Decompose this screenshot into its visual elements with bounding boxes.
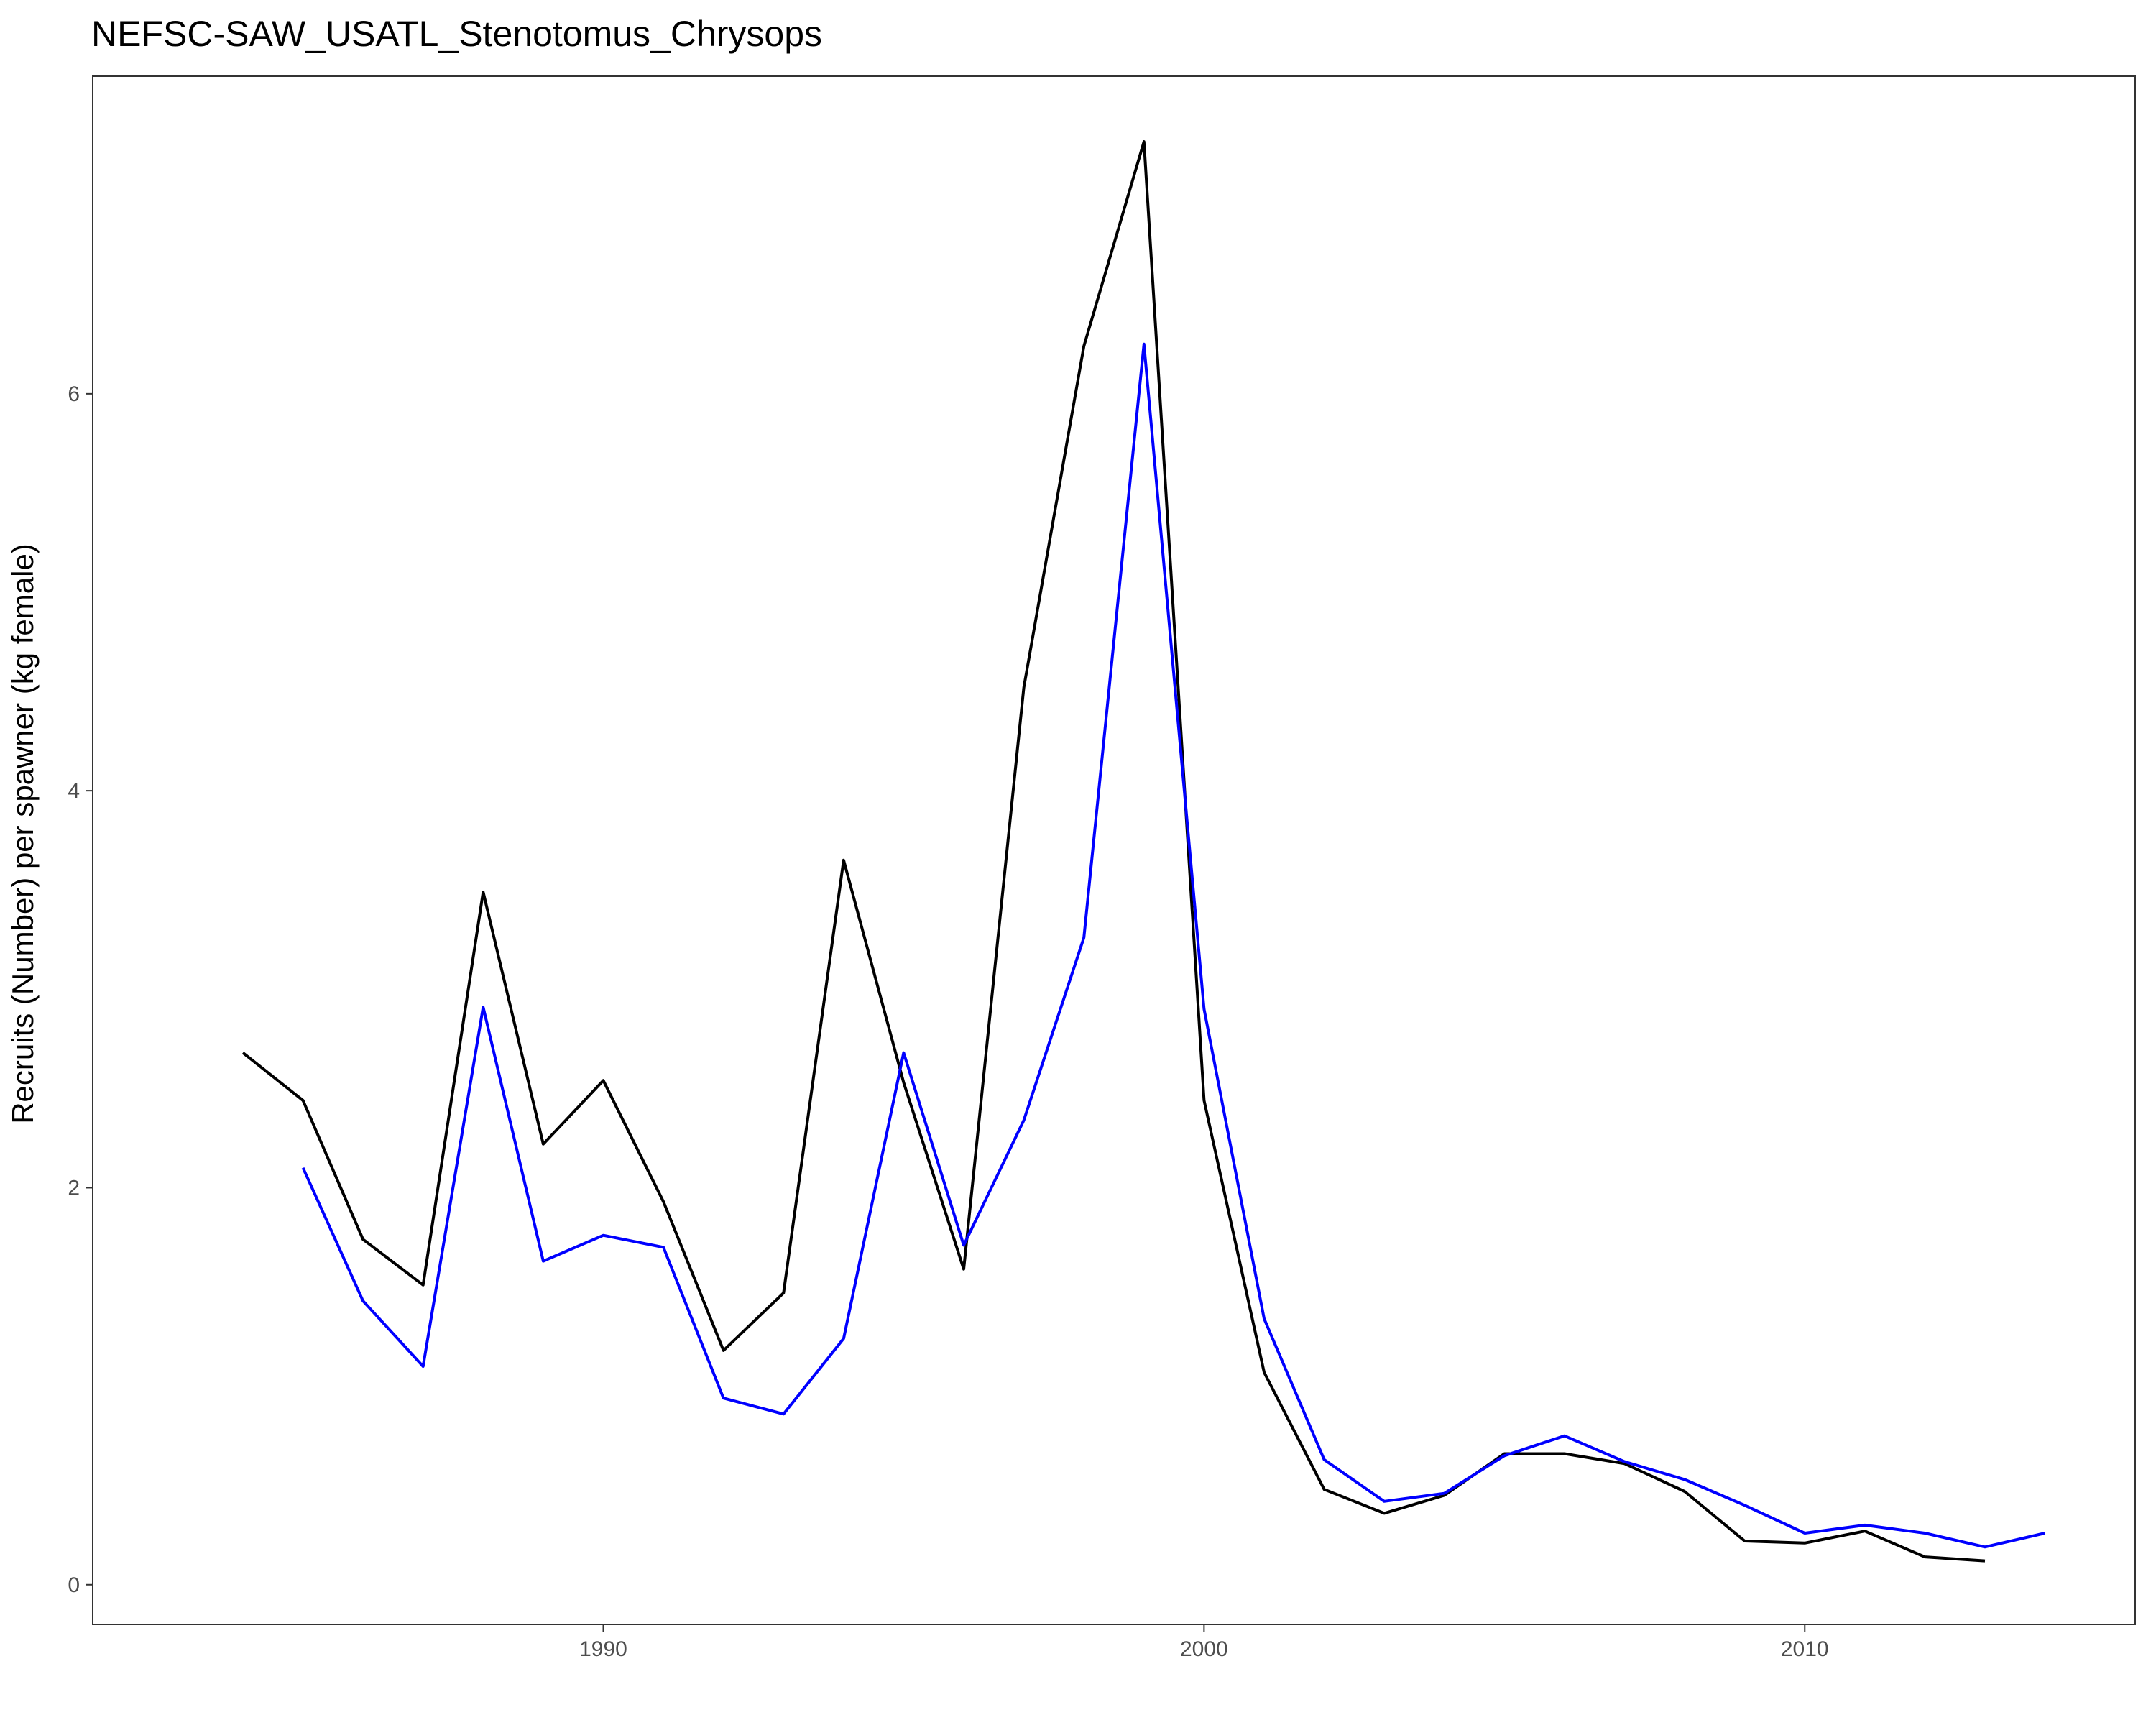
y-axis: 0 2 4 6 — [68, 382, 93, 1597]
y-axis-label: Recruits (Number) per spawner (kg female… — [6, 543, 40, 1124]
x-tick-label: 1990 — [579, 1637, 627, 1661]
x-tick-label: 2010 — [1781, 1637, 1829, 1661]
plot-panel — [92, 75, 2136, 1625]
series-line-1 — [241, 140, 1986, 1563]
chart-title: NEFSC-SAW_USATL_Stenotomus_Chrysops — [91, 14, 822, 54]
y-tick-label: 6 — [68, 382, 80, 406]
series-layer — [241, 140, 2046, 1563]
x-axis: 1990 2000 2010 — [579, 1624, 1829, 1661]
x-tick-label: 2000 — [1180, 1637, 1228, 1661]
y-tick-label: 4 — [68, 779, 80, 803]
y-tick-label: 2 — [68, 1176, 80, 1200]
y-tick-label: 0 — [68, 1573, 80, 1597]
series-line-2 — [301, 342, 2046, 1549]
